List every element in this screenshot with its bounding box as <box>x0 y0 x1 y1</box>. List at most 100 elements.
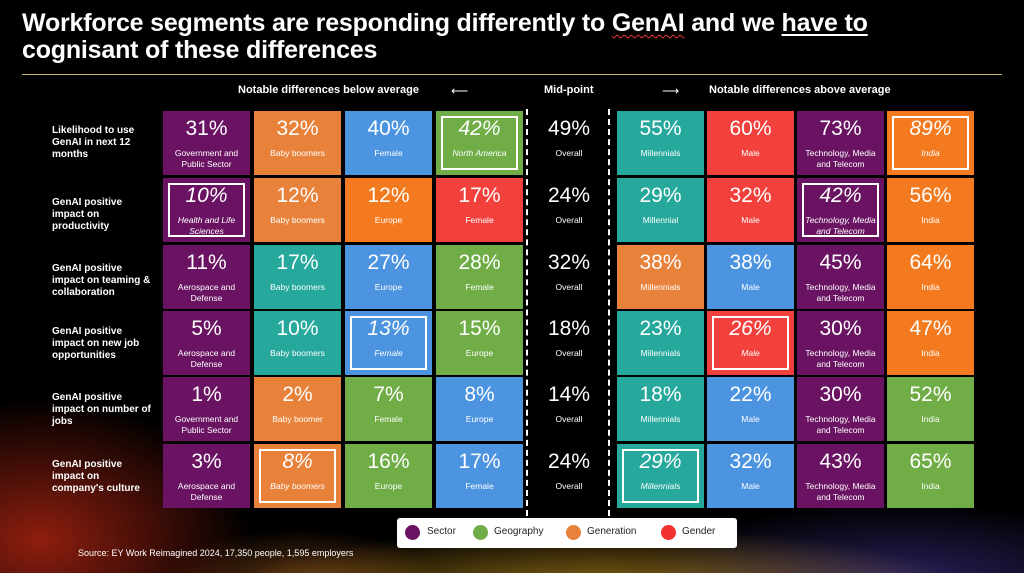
legend-label-geography: Geography <box>494 526 544 537</box>
segment-cell: 55% Millennials <box>617 111 704 175</box>
segment-cell: 89% India <box>887 111 974 175</box>
cell-segment-label: Millennial <box>642 215 679 225</box>
cell-percentage: 17% <box>458 450 501 473</box>
overall-cell: 49% Overall <box>529 111 609 175</box>
cell-segment-label: Baby boomers <box>270 348 325 358</box>
cell-segment-label: Female <box>374 414 403 424</box>
segment-cell: 2% Baby boomer <box>254 377 341 441</box>
row-label: GenAI positive impact on number of jobs <box>52 392 151 427</box>
cell-segment-label: Overall <box>555 481 583 491</box>
cell-segment-label: Technology, Media and Telecom <box>805 215 876 236</box>
cell-segment-label: Male <box>741 215 760 225</box>
overall-cell: 32% Overall <box>529 245 609 309</box>
cell-segment-label: Millennials <box>640 282 681 292</box>
segment-cell: 40% Female <box>345 111 432 175</box>
cell-segment-label: Overall <box>555 348 583 358</box>
cell-percentage: 38% <box>639 251 682 274</box>
segment-cell: 13% Female <box>345 311 432 375</box>
cell-segment-label: India <box>921 282 940 292</box>
segment-cell: 23% Millennials <box>617 311 704 375</box>
cell-segment-label: India <box>921 348 940 358</box>
title-part2: and we <box>684 9 782 37</box>
segment-cell: 17% Female <box>436 178 523 242</box>
header-above-average: Notable differences above average <box>709 84 891 96</box>
cell-percentage: 17% <box>276 251 319 274</box>
segment-cell: 43% Technology, Media and Telecom <box>797 444 884 508</box>
segment-cell: 32% Male <box>707 178 794 242</box>
segment-cell: 7% Female <box>345 377 432 441</box>
cell-percentage: 22% <box>729 383 772 406</box>
segment-cell: 3% Aerospace and Defense <box>163 444 250 508</box>
cell-segment-label: Millennials <box>640 148 681 158</box>
cell-segment-label: Aerospace and Defense <box>177 282 236 303</box>
cell-percentage: 11% <box>186 251 227 274</box>
segment-cell: 42% North America <box>436 111 523 175</box>
cell-percentage: 64% <box>909 251 952 274</box>
row-label: Likelihood to use GenAI in next 12 month… <box>52 125 135 160</box>
cell-segment-label: Female <box>374 348 403 358</box>
cell-percentage: 17% <box>458 184 501 207</box>
segment-cell: 73% Technology, Media and Telecom <box>797 111 884 175</box>
title-genai: GenAI <box>611 9 685 37</box>
cell-segment-label: India <box>921 215 940 225</box>
segment-cell: 30% Technology, Media and Telecom <box>797 311 884 375</box>
cell-segment-label: Baby boomers <box>270 282 325 292</box>
segment-cell: 11% Aerospace and Defense <box>163 245 250 309</box>
cell-percentage: 10% <box>276 317 319 340</box>
legend-dot-generation <box>566 525 581 540</box>
cell-segment-label: Government and Public Sector <box>174 148 239 169</box>
cell-percentage: 5% <box>191 317 222 340</box>
cell-percentage: 30% <box>819 383 862 406</box>
cell-segment-label: North America <box>452 148 507 158</box>
cell-percentage: 26% <box>729 317 772 340</box>
cell-segment-label: Aerospace and Defense <box>177 481 236 502</box>
page-title: Workforce segments are responding differ… <box>22 10 1002 64</box>
segment-cell: 17% Baby boomers <box>254 245 341 309</box>
title-part1: Workforce segments are responding differ… <box>22 9 612 37</box>
title-have-to: have to <box>781 9 868 37</box>
legend-label-generation: Generation <box>587 526 637 537</box>
cell-segment-label: Europe <box>374 215 403 225</box>
segment-cell: 60% Male <box>707 111 794 175</box>
cell-segment-label: Male <box>741 414 760 424</box>
cell-percentage: 45% <box>819 251 862 274</box>
cell-segment-label: Female <box>374 148 403 158</box>
cell-segment-label: Male <box>741 148 760 158</box>
legend-label-sector: Sector <box>427 526 456 537</box>
segment-cell: 42% Technology, Media and Telecom <box>797 178 884 242</box>
cell-percentage: 38% <box>729 251 772 274</box>
cell-percentage: 27% <box>367 251 410 274</box>
cell-segment-label: Baby boomers <box>270 215 325 225</box>
segment-cell: 52% India <box>887 377 974 441</box>
segment-cell: 8% Europe <box>436 377 523 441</box>
mid-point-column-border <box>526 109 610 516</box>
cell-segment-label: Overall <box>555 215 583 225</box>
cell-segment-label: Male <box>741 481 760 491</box>
segment-cell: 45% Technology, Media and Telecom <box>797 245 884 309</box>
cell-percentage: 29% <box>639 450 682 473</box>
cell-segment-label: Male <box>741 282 760 292</box>
cell-percentage: 56% <box>909 184 952 207</box>
overall-cell: 24% Overall <box>529 444 609 508</box>
cell-segment-label: Aerospace and Defense <box>177 348 236 369</box>
cell-percentage: 89% <box>909 117 952 140</box>
segment-cell: 15% Europe <box>436 311 523 375</box>
cell-percentage: 42% <box>458 117 501 140</box>
cell-percentage: 52% <box>909 383 952 406</box>
cell-percentage: 32% <box>547 251 591 274</box>
legend-dot-geography <box>473 525 488 540</box>
overall-cell: 24% Overall <box>529 178 609 242</box>
legend-dot-gender <box>661 525 676 540</box>
cell-segment-label: Technology, Media and Telecom <box>805 481 876 502</box>
cell-percentage: 31% <box>185 117 228 140</box>
cell-percentage: 32% <box>276 117 319 140</box>
cell-segment-label: Health and Life Sciences <box>177 215 236 236</box>
cell-segment-label: Female <box>465 215 494 225</box>
cell-percentage: 16% <box>367 450 410 473</box>
row-label: GenAI positive impact on teaming & colla… <box>52 263 151 298</box>
segment-cell: 31% Government and Public Sector <box>163 111 250 175</box>
cell-percentage: 8% <box>464 383 495 406</box>
cell-percentage: 29% <box>639 184 682 207</box>
cell-percentage: 2% <box>282 383 313 406</box>
cell-percentage: 32% <box>729 184 772 207</box>
